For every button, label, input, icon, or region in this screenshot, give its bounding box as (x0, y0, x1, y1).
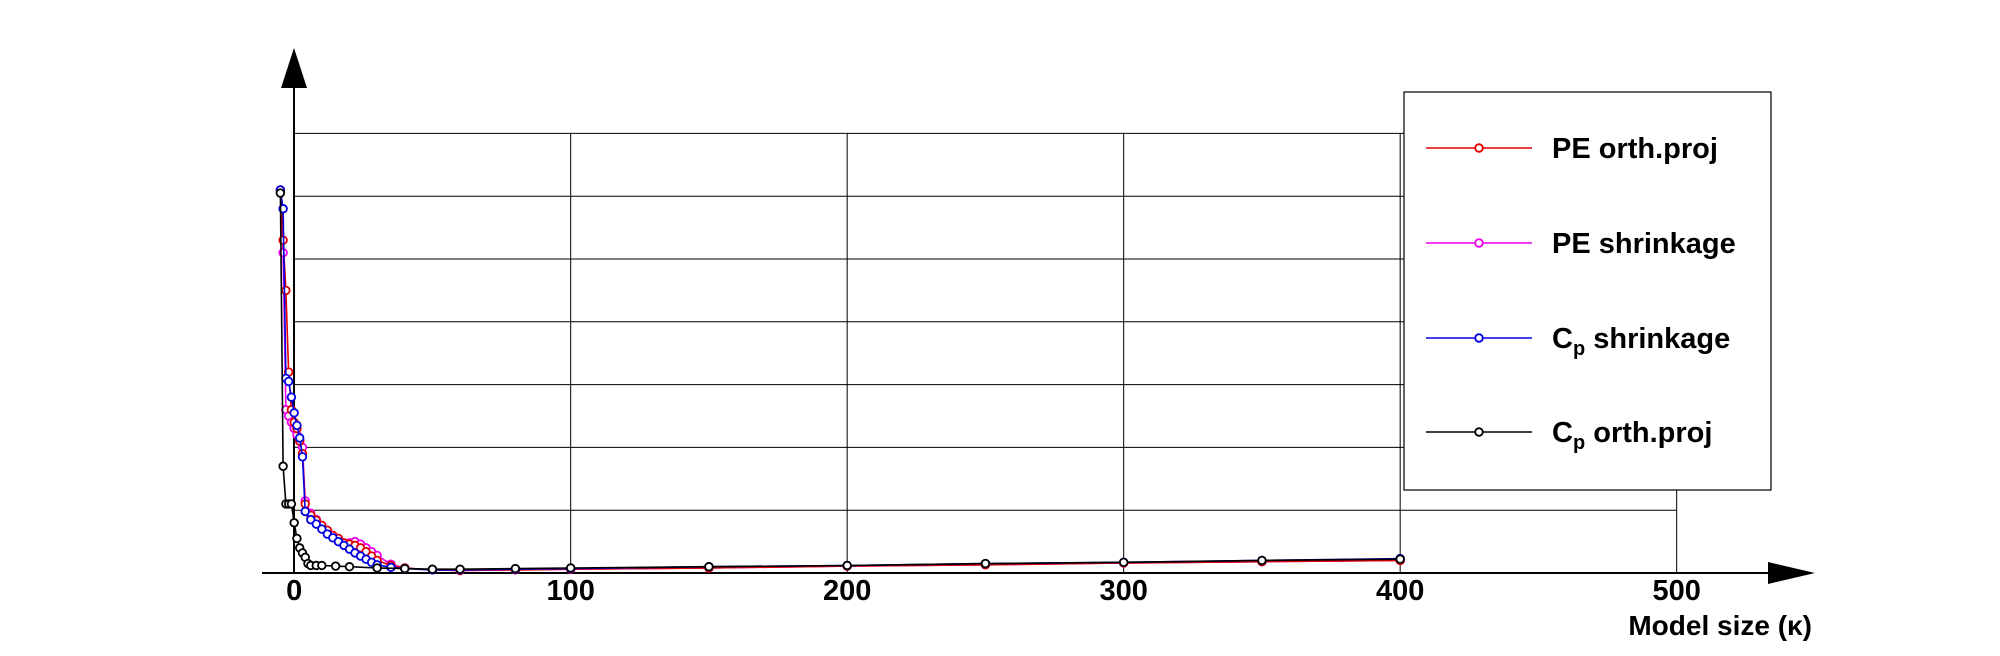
data-point (278, 461, 288, 471)
legend-item: PE orth.proj (1426, 133, 1718, 165)
data-point (330, 561, 341, 571)
series-3 (275, 188, 1405, 574)
data-point (510, 563, 521, 574)
x-axis-arrow (1768, 562, 1815, 584)
data-point (386, 562, 396, 573)
data-point (289, 408, 299, 418)
legend-item: Cp shrinkage (1426, 323, 1730, 360)
data-point (400, 563, 410, 574)
data-point (292, 533, 302, 544)
y-axis-arrow (281, 48, 307, 88)
data-point (289, 518, 299, 528)
x-axis-title: Model size (κ) (1628, 610, 1812, 641)
x-tick-label: 500 (1652, 575, 1700, 607)
legend-item: PE shrinkage (1426, 228, 1736, 260)
data-point (344, 562, 355, 572)
series-line (279, 189, 1401, 572)
data-point (565, 563, 576, 573)
data-point (297, 452, 308, 462)
legend: PE orth.proj PE shrinkage Cp shrinkage Cp o… (1403, 91, 1772, 491)
x-tick-label: 100 (546, 575, 594, 607)
data-point (317, 524, 327, 534)
legend-item: Cp orth.proj (1426, 417, 1712, 454)
data-point (1257, 555, 1267, 566)
grid (294, 132, 1678, 573)
x-tick-labels: 0 100 200 300 400 500 (286, 575, 1701, 607)
legend-box (1403, 91, 1772, 491)
data-point (704, 562, 714, 572)
data-point (295, 433, 305, 443)
data-point (300, 506, 310, 517)
series-line (279, 189, 1401, 571)
data-point (286, 392, 297, 402)
series-line (279, 189, 1401, 572)
data-point (1118, 557, 1129, 568)
legend-label: Cp shrinkage (1552, 323, 1730, 360)
data-point (372, 563, 382, 573)
legend-label: Cp orth.proj (1552, 417, 1712, 454)
x-tick-label: 0 (286, 575, 302, 607)
data-point (1395, 554, 1405, 564)
legend-label: PE orth.proj (1552, 133, 1718, 165)
data-point (292, 420, 302, 431)
data-point (286, 499, 297, 509)
data-point (842, 560, 852, 571)
x-tick-label: 400 (1376, 575, 1424, 607)
legend-marker (1474, 427, 1484, 437)
data-point (311, 519, 321, 529)
x-tick-label: 300 (1099, 575, 1147, 607)
legend-marker (1474, 143, 1484, 153)
data-point (275, 188, 286, 198)
data-point (980, 558, 991, 569)
data-point (317, 560, 327, 571)
legend-marker (1474, 238, 1484, 248)
data-point (455, 564, 465, 574)
x-tick-label: 200 (823, 575, 871, 607)
legend-label: PE shrinkage (1552, 228, 1736, 260)
series-group (275, 185, 1405, 576)
data-point (283, 376, 294, 387)
series-1 (275, 185, 1405, 576)
data-point (427, 564, 438, 574)
legend-marker (1474, 333, 1484, 343)
data-point (281, 285, 291, 296)
series-2 (275, 185, 1405, 575)
series-line (279, 193, 1401, 571)
series-0 (275, 185, 1405, 576)
